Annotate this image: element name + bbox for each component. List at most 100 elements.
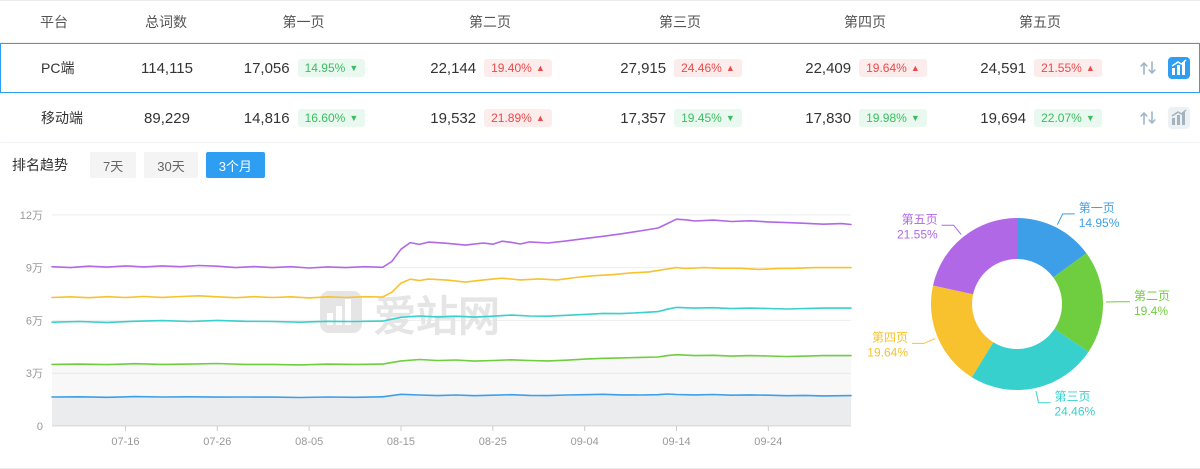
svg-text:第五页: 第五页 <box>902 212 938 226</box>
charts-area: 0 3万 6万 9万 12万 07-16 07-26 08-05 08-15 08-25 09-04… <box>0 187 1200 466</box>
svg-text:第三页: 第三页 <box>1055 390 1091 404</box>
col-header-page1: 第一页 <box>282 13 325 30</box>
table-row-pc[interactable]: PC端 114,115 17,056 14.95% ▼ 22,144 19.40%… <box>0 43 1200 93</box>
col-header-page5: 第五页 <box>1019 13 1061 30</box>
table-header: 平台 总词数 第一页 第二页 第三页 第四页 第五页 <box>0 1 1200 43</box>
change-pct: 19.64% <box>866 61 907 75</box>
svg-text:21.55%: 21.55% <box>897 227 938 241</box>
svg-text:9万: 9万 <box>26 263 43 275</box>
page4-count: 22,409 <box>805 59 852 77</box>
trend-arrow-icon: ▼ <box>725 112 735 123</box>
page3-count: 17,357 <box>620 109 667 127</box>
col-header-total: 总词数 <box>145 13 187 30</box>
table-row-mobile[interactable]: 移动端 89,229 14,816 16.60% ▼ 19,532 21.89% ▲… <box>0 93 1200 143</box>
change-pct: 21.55% <box>1041 61 1082 75</box>
total-words: 114,115 <box>141 59 193 77</box>
svg-text:24.46%: 24.46% <box>1055 405 1096 419</box>
compare-arrows-icon[interactable] <box>1138 58 1158 78</box>
row-actions <box>1126 107 1200 129</box>
page3-cell: 17,357 19.45% ▼ <box>586 109 776 127</box>
page3-cell: 27,915 24.46% ▲ <box>586 59 776 77</box>
tab-3months[interactable]: 3个月 <box>205 152 265 178</box>
page1-count: 14,816 <box>243 109 290 127</box>
trend-arrow-icon: ▲ <box>535 62 545 73</box>
tab-30days[interactable]: 30天 <box>144 152 198 178</box>
change-badge: 24.46% ▲ <box>674 59 742 77</box>
change-badge: 16.60% ▼ <box>297 109 366 127</box>
page4-cell: 22,409 19.64% ▲ <box>776 59 956 77</box>
svg-text:07-26: 07-26 <box>203 436 231 448</box>
page1-count: 17,056 <box>243 59 290 77</box>
svg-text:6万: 6万 <box>26 315 43 327</box>
change-badge: 19.40% ▲ <box>484 59 552 77</box>
page5-cell: 24,591 21.55% ▲ <box>956 59 1126 77</box>
svg-text:08-15: 08-15 <box>387 436 415 448</box>
svg-text:09-14: 09-14 <box>662 436 690 448</box>
page1-cell: 14,816 16.60% ▼ <box>213 109 396 127</box>
change-pct: 21.89% <box>491 111 532 125</box>
change-badge: 14.95% ▼ <box>297 59 366 77</box>
svg-text:19.64%: 19.64% <box>867 345 908 359</box>
svg-text:第四页: 第四页 <box>872 330 908 344</box>
page4-count: 17,830 <box>805 109 852 127</box>
svg-text:19.4%: 19.4% <box>1134 304 1168 318</box>
page3-count: 27,915 <box>620 59 667 77</box>
change-badge: 21.89% ▲ <box>484 109 552 127</box>
svg-text:09-04: 09-04 <box>571 436 599 448</box>
trend-arrow-icon: ▲ <box>1085 62 1095 73</box>
svg-text:3万: 3万 <box>26 368 43 380</box>
svg-text:12万: 12万 <box>20 210 43 222</box>
col-header-page3: 第三页 <box>659 13 701 30</box>
col-header-page2: 第二页 <box>469 13 511 30</box>
svg-text:08-05: 08-05 <box>295 436 323 448</box>
svg-text:第一页: 第一页 <box>1079 201 1115 215</box>
svg-text:第二页: 第二页 <box>1134 289 1170 303</box>
change-pct: 19.40% <box>491 61 532 75</box>
svg-text:14.95%: 14.95% <box>1079 216 1120 230</box>
svg-text:07-16: 07-16 <box>111 436 139 448</box>
trend-title: 排名趋势 <box>12 157 68 173</box>
total-words: 89,229 <box>144 109 190 127</box>
trend-chart-icon[interactable] <box>1167 107 1190 129</box>
rank-trend-line-chart[interactable]: 0 3万 6万 9万 12万 07-16 07-26 08-05 08-15 08-25 09-04… <box>0 187 865 466</box>
svg-text:09-24: 09-24 <box>754 436 782 448</box>
trend-arrow-icon: ▼ <box>349 112 359 123</box>
change-pct: 24.46% <box>681 61 722 75</box>
change-badge: 19.64% ▲ <box>859 59 927 77</box>
trend-arrow-icon: ▼ <box>349 62 359 73</box>
page2-count: 19,532 <box>430 109 477 127</box>
page2-cell: 22,144 19.40% ▲ <box>396 59 586 77</box>
change-badge: 21.55% ▲ <box>1034 59 1102 77</box>
col-header-page4: 第四页 <box>844 13 886 30</box>
trend-arrow-icon: ▲ <box>910 62 920 73</box>
change-badge: 19.45% ▼ <box>674 109 742 127</box>
page5-count: 24,591 <box>980 59 1027 77</box>
page4-cell: 17,830 19.98% ▼ <box>776 109 956 127</box>
change-badge: 19.98% ▼ <box>859 109 927 127</box>
page2-cell: 19,532 21.89% ▲ <box>396 109 586 127</box>
change-pct: 22.07% <box>1041 111 1082 125</box>
svg-text:0: 0 <box>37 421 43 433</box>
col-header-platform: 平台 <box>40 13 68 30</box>
change-pct: 16.60% <box>304 111 346 125</box>
trend-arrow-icon: ▼ <box>910 112 920 123</box>
platform-label: PC端 <box>41 60 75 76</box>
page5-cell: 19,694 22.07% ▼ <box>956 109 1126 127</box>
svg-text:08-25: 08-25 <box>479 436 507 448</box>
change-pct: 14.95% <box>304 61 346 75</box>
platform-label: 移动端 <box>41 110 83 126</box>
trend-toolbar: 排名趋势 7天 30天 3个月 <box>0 143 1200 187</box>
compare-arrows-icon[interactable] <box>1138 108 1158 128</box>
page1-cell: 17,056 14.95% ▼ <box>213 59 396 77</box>
trend-arrow-icon: ▲ <box>725 62 735 73</box>
trend-chart-icon[interactable] <box>1167 57 1190 79</box>
change-pct: 19.45% <box>681 111 722 125</box>
keyword-table: 平台 总词数 第一页 第二页 第三页 第四页 第五页 PC端 114,115 1… <box>0 1 1200 143</box>
change-pct: 19.98% <box>866 111 907 125</box>
change-badge: 22.07% ▼ <box>1034 109 1102 127</box>
page5-count: 19,694 <box>980 109 1027 127</box>
tab-7days[interactable]: 7天 <box>90 152 137 178</box>
trend-arrow-icon: ▼ <box>1085 112 1095 123</box>
